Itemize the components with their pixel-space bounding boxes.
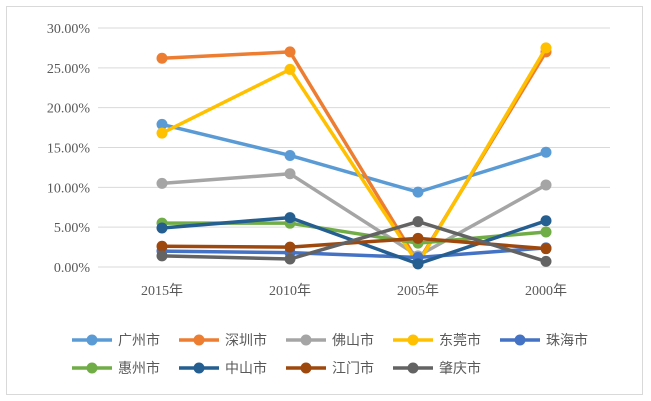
legend-marker [514, 334, 526, 346]
legend-marker [407, 334, 419, 346]
data-point [540, 179, 552, 191]
series-1 [156, 118, 552, 198]
legend-item: 珠海市 [500, 332, 588, 349]
data-point [284, 253, 296, 265]
legend-item: 广州市 [72, 332, 160, 349]
legend-item: 佛山市 [286, 332, 374, 349]
chart-frame [6, 6, 643, 395]
legend-item: 江门市 [286, 360, 374, 377]
legend-marker [300, 362, 312, 374]
series-line [160, 236, 548, 251]
data-point [540, 226, 552, 238]
legend-label: 深圳市 [225, 332, 267, 349]
data-point [540, 146, 552, 158]
y-tick-label: 0.00% [54, 261, 91, 276]
series-line [160, 122, 548, 194]
data-point [156, 177, 168, 189]
y-tick-label: 10.00% [47, 181, 91, 196]
data-point [412, 216, 424, 228]
data-point [412, 186, 424, 198]
y-tick-label: 25.00% [47, 62, 91, 77]
legend-marker [407, 362, 419, 374]
legend-item: 深圳市 [179, 332, 267, 349]
series-line [160, 172, 548, 258]
data-point [156, 52, 168, 64]
legend-item: 肇庆市 [393, 360, 481, 377]
legend-label: 中山市 [225, 360, 267, 377]
legend-label: 肇庆市 [439, 360, 481, 377]
legend-label: 佛山市 [332, 332, 374, 349]
legend-label: 广州市 [118, 332, 160, 349]
data-point [156, 127, 168, 139]
y-tick-label: 5.00% [54, 221, 91, 236]
series-layer [156, 42, 552, 270]
x-tick-label: 2000年 [525, 283, 567, 299]
data-point [284, 212, 296, 224]
axes: 0.00% 5.00% 10.00% 15.00% 20.00% 25.00% 30.00%… [47, 22, 567, 299]
data-point [284, 46, 296, 58]
data-point [156, 222, 168, 234]
data-point [156, 250, 168, 262]
x-tick-label: 2015年 [141, 283, 183, 299]
series-line [160, 246, 548, 260]
legend-label: 江门市 [332, 360, 374, 377]
legend-label: 惠州市 [118, 360, 160, 377]
data-point [284, 149, 296, 161]
data-point [540, 243, 552, 255]
x-tick-label: 2010年 [269, 283, 311, 299]
legend-marker [86, 362, 98, 374]
data-point [540, 215, 552, 227]
legend-marker [193, 362, 205, 374]
data-point [156, 118, 168, 130]
legend-label: 珠海市 [546, 332, 588, 349]
data-point [540, 42, 552, 54]
legend-marker [300, 334, 312, 346]
y-tick-label: 20.00% [47, 102, 91, 117]
data-point [284, 241, 296, 253]
legend-label: 东莞市 [439, 332, 481, 349]
y-tick-label: 15.00% [47, 142, 91, 157]
series-line [160, 46, 548, 266]
x-tick-label: 2005年 [397, 283, 439, 299]
data-point [284, 63, 296, 75]
legend-marker [193, 334, 205, 346]
legend-item: 东莞市 [393, 332, 481, 349]
data-point [412, 258, 424, 270]
series-8 [156, 232, 552, 255]
series-9 [156, 216, 552, 267]
data-point [156, 240, 168, 252]
data-point [412, 232, 424, 244]
series-line [160, 219, 548, 264]
series-line [160, 50, 548, 264]
legend-marker [86, 334, 98, 346]
legend-item: 中山市 [179, 360, 267, 377]
y-tick-label: 30.00% [47, 22, 91, 37]
legend-item: 惠州市 [72, 360, 160, 377]
data-point [540, 255, 552, 267]
data-point [284, 168, 296, 180]
gridlines [98, 27, 610, 268]
